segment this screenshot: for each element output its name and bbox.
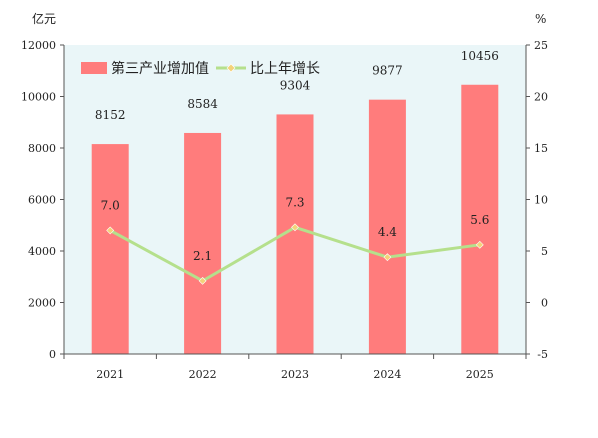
right-tick-label: -5 (537, 348, 548, 361)
right-tick-label: 25 (534, 39, 548, 52)
left-axis-unit: 亿元 (32, 11, 56, 26)
left-tick-label: 2000 (28, 297, 56, 310)
right-axis-ticks: -5 0 5 10 15 20 25 (526, 39, 548, 361)
bar (184, 132, 222, 354)
x-tick-label: 2025 (466, 368, 494, 381)
right-tick-label: 20 (534, 91, 548, 104)
legend: 第三产业增加值 比上年增长 (81, 60, 320, 77)
x-axis-ticks: 2021 2022 2023 2024 2025 (63, 354, 527, 381)
legend-line-marker (226, 63, 236, 73)
line-value-label: 2.1 (193, 249, 212, 263)
line-point (198, 276, 207, 285)
left-tick-label: 4000 (28, 245, 56, 258)
left-tick-label: 12000 (21, 39, 56, 52)
left-tick-label: 6000 (28, 194, 56, 207)
line-value-label: 5.6 (470, 213, 489, 227)
line-value-label: 7.3 (285, 195, 304, 209)
right-tick-label: 15 (534, 142, 548, 155)
line-point (106, 226, 115, 235)
bar-series: 8152 8584 9304 9877 10456 (91, 49, 499, 355)
x-tick-label: 2021 (96, 368, 124, 381)
line-value-label: 7.0 (101, 198, 120, 212)
bar-value-label: 8584 (187, 97, 218, 111)
line-series: 7.0 2.1 7.3 4.4 5.6 (101, 195, 489, 285)
right-tick-label: 5 (541, 245, 548, 258)
bar (368, 99, 406, 354)
left-axis-ticks: 0 2000 4000 6000 8000 10000 12000 (21, 39, 64, 361)
left-tick-label: 0 (49, 348, 56, 361)
line-point (291, 223, 299, 232)
bar (91, 144, 129, 354)
bar (461, 84, 499, 355)
x-tick-label: 2022 (189, 368, 217, 381)
line-point (383, 253, 392, 262)
left-tick-label: 10000 (21, 91, 56, 104)
bar-value-label: 9304 (280, 78, 311, 92)
legend-bar-swatch (81, 62, 107, 74)
x-tick-label: 2024 (373, 368, 401, 381)
bar-value-label: 8152 (95, 108, 126, 122)
legend-bar-label: 第三产业增加值 (111, 60, 209, 77)
right-tick-label: 0 (541, 297, 548, 310)
left-tick-label: 8000 (28, 142, 56, 155)
x-tick-label: 2023 (281, 368, 309, 381)
legend-line-label: 比上年增长 (250, 61, 320, 77)
line-point (475, 240, 484, 249)
bar-value-label: 9877 (372, 64, 403, 78)
line-value-label: 4.4 (378, 225, 397, 239)
bar-value-label: 10456 (461, 49, 499, 63)
right-tick-label: 10 (534, 194, 548, 207)
right-axis-unit: % (535, 12, 546, 26)
